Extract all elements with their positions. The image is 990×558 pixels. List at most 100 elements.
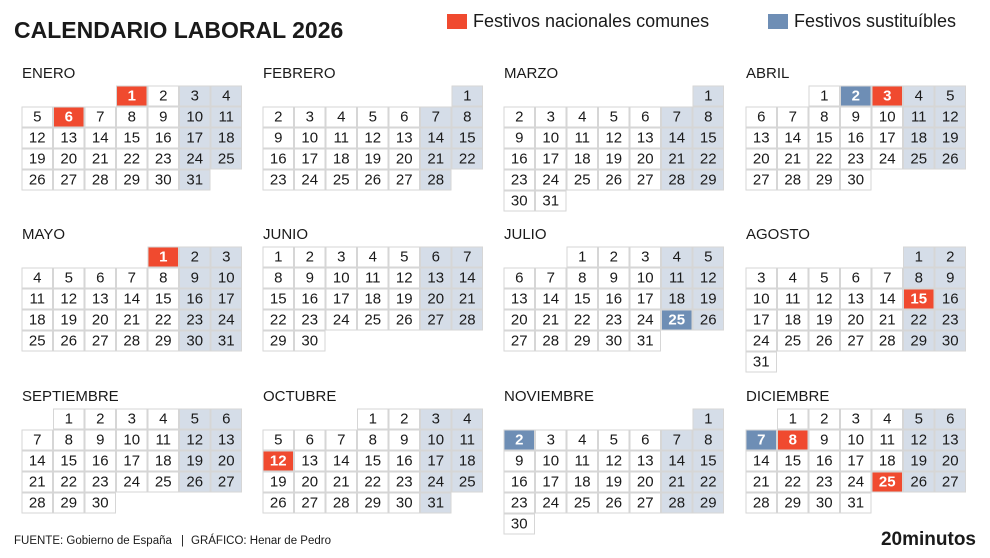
- day-cell: [503, 330, 535, 352]
- day-number: 22: [459, 150, 476, 167]
- day-number: 27: [637, 494, 654, 511]
- day-number: 20: [753, 150, 770, 167]
- day-cell: [661, 450, 693, 472]
- day-cell: [21, 148, 53, 170]
- day-number: 27: [637, 171, 654, 188]
- day-number: 2: [159, 87, 167, 104]
- day-number: 12: [942, 108, 959, 125]
- month-name: MAYO: [22, 226, 65, 243]
- day-cell: [210, 408, 242, 430]
- day-cell: [179, 471, 211, 493]
- day-cell: [262, 169, 294, 191]
- day-cell: [262, 127, 294, 149]
- day-number: 11: [785, 290, 801, 307]
- day-number: 7: [33, 431, 41, 448]
- day-number: 9: [610, 269, 618, 286]
- day-cell: [420, 148, 452, 170]
- day-cell: [325, 429, 357, 451]
- day-cell: [325, 106, 357, 128]
- day-number: 25: [218, 150, 235, 167]
- day-number: 4: [673, 248, 681, 265]
- day-cell: [934, 408, 966, 430]
- day-number: 5: [400, 248, 408, 265]
- month-name: MARZO: [504, 65, 558, 82]
- day-number: 4: [789, 269, 797, 286]
- day-number: 22: [574, 311, 591, 328]
- day-number: 20: [637, 473, 654, 490]
- day-cell: [294, 288, 326, 310]
- day-number: 22: [700, 473, 717, 490]
- day-number: 17: [123, 452, 140, 469]
- day-cell: [294, 492, 326, 514]
- day-cell: [147, 330, 179, 352]
- day-cell: [535, 148, 567, 170]
- day-cell: [808, 450, 840, 472]
- day-cell: [116, 148, 148, 170]
- day-cell: [934, 85, 966, 107]
- day-number: 17: [753, 311, 770, 328]
- day-cell: [21, 492, 53, 514]
- day-cell: [934, 330, 966, 352]
- day-cell: [262, 429, 294, 451]
- day-cell: [420, 492, 452, 514]
- day-number: 26: [186, 473, 203, 490]
- day-cell: [210, 330, 242, 352]
- day-cell: [147, 85, 179, 107]
- day-cell: [692, 267, 724, 289]
- day-number: 26: [605, 171, 622, 188]
- day-number: 16: [186, 290, 203, 307]
- day-number: 24: [753, 332, 770, 349]
- day-number: 25: [668, 311, 685, 328]
- day-number: 13: [847, 290, 864, 307]
- day-cell: [566, 330, 598, 352]
- day-number: 31: [847, 494, 864, 511]
- month-name: ENERO: [22, 65, 75, 82]
- day-number: 3: [547, 431, 555, 448]
- day-number: 24: [186, 150, 203, 167]
- separator: |: [181, 535, 184, 547]
- day-number: 22: [60, 473, 77, 490]
- day-cell: [692, 106, 724, 128]
- day-number: 6: [96, 269, 104, 286]
- day-cell: [21, 106, 53, 128]
- day-number: 14: [784, 129, 801, 146]
- day-cell: [934, 309, 966, 331]
- day-cell: [388, 267, 420, 289]
- day-cell: [179, 288, 211, 310]
- day-number: 24: [218, 311, 235, 328]
- day-number: 26: [910, 473, 927, 490]
- day-cell: [503, 513, 535, 535]
- day-cell: [294, 450, 326, 472]
- day-number: 17: [542, 473, 559, 490]
- day-number: 11: [218, 108, 234, 125]
- day-cell: [745, 148, 777, 170]
- day-number: 10: [637, 269, 654, 286]
- day-number: 15: [784, 452, 801, 469]
- day-number: 13: [92, 290, 109, 307]
- day-number: 8: [369, 431, 377, 448]
- day-cell: [294, 127, 326, 149]
- day-cell: [116, 169, 148, 191]
- day-number: 10: [333, 269, 350, 286]
- day-number: 3: [306, 108, 314, 125]
- day-number: 4: [578, 431, 586, 448]
- day-cell: [745, 330, 777, 352]
- day-cell: [21, 169, 53, 191]
- day-number: 13: [218, 431, 235, 448]
- day-number: 17: [847, 452, 864, 469]
- day-cell: [566, 429, 598, 451]
- day-cell: [53, 267, 85, 289]
- day-cell: [262, 106, 294, 128]
- day-number: 8: [915, 269, 923, 286]
- day-number: 14: [427, 129, 444, 146]
- day-cell: [840, 330, 872, 352]
- day-number: 9: [274, 129, 282, 146]
- day-cell: [840, 288, 872, 310]
- day-number: 9: [191, 269, 199, 286]
- day-number: 19: [60, 311, 77, 328]
- day-number: 2: [400, 410, 408, 427]
- day-number: 8: [578, 269, 586, 286]
- day-number: 30: [942, 332, 959, 349]
- day-cell: [357, 148, 389, 170]
- day-cell: [777, 309, 809, 331]
